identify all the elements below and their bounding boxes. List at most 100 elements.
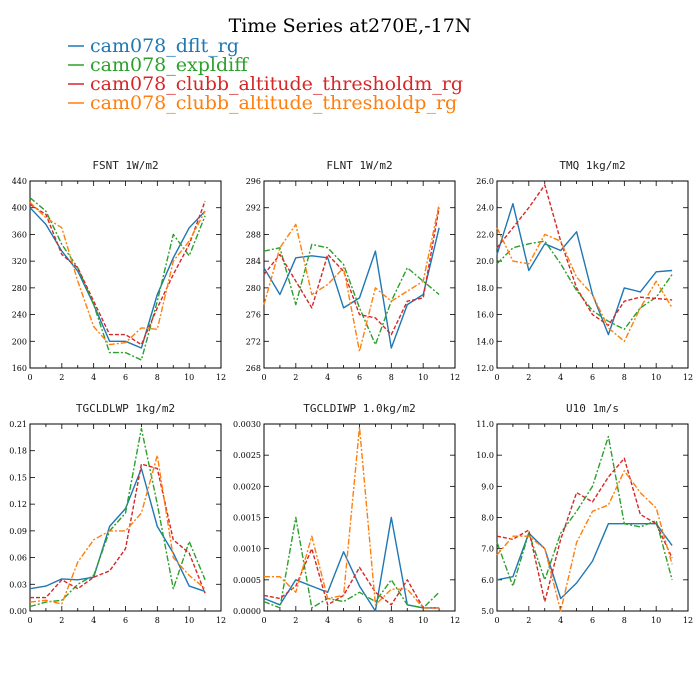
x-tick-label: 4: [558, 373, 563, 382]
y-tick-label: 11.0: [476, 420, 494, 429]
y-tick-label: 6.0: [481, 576, 494, 585]
series-line-cam078_clubb_altitude_thresholdm_rg: [29, 200, 206, 346]
series-line-cam078_clubb_altitude_thresholdm_rg: [263, 207, 440, 336]
y-tick-label: 268: [246, 364, 261, 373]
x-tick-label: 4: [325, 373, 330, 382]
series-line-cam078_clubb_altitude_thresholdp_rg: [264, 426, 440, 609]
y-tick-label: 0.06: [9, 554, 27, 563]
legend-label: cam078_expldiff: [90, 54, 249, 76]
y-tick-label: 360: [12, 230, 27, 239]
legend-entry: cam078_clubb_altitude_thresholdm_rg: [68, 73, 463, 95]
y-tick-label: 296: [246, 177, 261, 186]
x-tick-label: 12: [683, 373, 693, 382]
y-tick-label: 0.21: [9, 420, 27, 429]
y-tick-label: 284: [246, 257, 261, 266]
x-tick-label: 8: [622, 616, 627, 625]
x-tick-label: 12: [450, 616, 460, 625]
y-tick-label: 200: [12, 337, 27, 346]
chart-panel-2: FLNT 1W/m2 0 2 4 6 8 10 12 268 272 276 280 284 288 292…: [246, 159, 460, 382]
legend-label: cam078_clubb_altitude_thresholdm_rg: [90, 73, 463, 95]
plot-frame: [263, 180, 456, 369]
y-tick-label: 0.0010: [233, 545, 261, 554]
y-tick-label: 8.0: [481, 514, 494, 523]
x-tick-label: 0: [494, 373, 499, 382]
y-tick-label: 26.0: [476, 177, 494, 186]
y-tick-label: 0.12: [9, 500, 27, 509]
panel-title: U10 1m/s: [566, 402, 619, 415]
plot-frame: [263, 423, 456, 612]
x-tick-label: 6: [123, 373, 128, 382]
chart-panel-5: TGCLDIWP 1.0kg/m2 0 2 4 6 8 10 12 0.0000 0.0005 0.…: [233, 402, 460, 625]
series-line-cam078_expldiff: [29, 197, 206, 361]
y-tick-label: 16.0: [476, 311, 494, 320]
y-tick-label: 0.15: [9, 473, 27, 482]
chart-panel-1: FSNT 1W/m2 0 2 4 6 8 10 12 160 200 240 280 320 360 400…: [12, 159, 226, 382]
legend-entry: cam078_clubb_altitude_thresholdp_rg: [68, 92, 457, 114]
y-tick-label: 22.0: [476, 230, 494, 239]
y-tick-label: 24.0: [476, 204, 494, 213]
chart-panel-4: TGCLDLWP 1kg/m2 0 2 4 6 8 10 12 0.00 0.03 0.06 0.09…: [9, 402, 226, 625]
y-tick-label: 320: [12, 257, 27, 266]
x-tick-label: 12: [216, 373, 226, 382]
y-tick-label: 0.00: [9, 607, 27, 616]
x-tick-label: 2: [59, 373, 64, 382]
series-line-cam078_clubb_altitude_thresholdp_rg: [496, 227, 673, 342]
y-tick-label: 0.0020: [233, 482, 261, 491]
series-line-cam078_dflt_rg: [496, 523, 673, 600]
y-tick-label: 0.0000: [233, 607, 261, 616]
legend-label: cam078_clubb_altitude_thresholdp_rg: [90, 92, 457, 114]
x-tick-label: 2: [526, 616, 531, 625]
series-line-cam078_clubb_altitude_thresholdp_rg: [496, 470, 673, 612]
series-line-cam078_clubb_altitude_thresholdm_rg: [30, 463, 206, 599]
x-tick-label: 0: [27, 373, 32, 382]
y-tick-label: 292: [246, 204, 261, 213]
x-tick-label: 10: [651, 373, 661, 382]
y-tick-label: 0.09: [9, 527, 27, 536]
x-tick-label: 12: [450, 373, 460, 382]
series-line-cam078_clubb_altitude_thresholdp_rg: [263, 204, 440, 352]
x-tick-label: 6: [590, 373, 595, 382]
legend: cam078_dflt_rgcam078_expldiffcam078_club…: [68, 35, 463, 114]
x-tick-label: 10: [418, 373, 428, 382]
panel-title: TMQ 1kg/m2: [559, 159, 625, 172]
x-tick-label: 10: [184, 616, 194, 625]
y-tick-label: 0.18: [9, 447, 27, 456]
panel-title: TGCLDLWP 1kg/m2: [76, 402, 175, 415]
x-tick-label: 12: [683, 616, 693, 625]
x-tick-label: 10: [184, 373, 194, 382]
y-tick-label: 14.0: [476, 337, 494, 346]
series-line-cam078_expldiff: [263, 243, 440, 346]
series-line-cam078_expldiff: [496, 240, 673, 330]
x-tick-label: 0: [27, 616, 32, 625]
series-line-cam078_clubb_altitude_thresholdp_rg: [29, 201, 206, 346]
plot-frame: [496, 180, 689, 369]
y-tick-label: 7.0: [481, 545, 494, 554]
y-tick-label: 400: [12, 204, 27, 213]
series-line-cam078_clubb_altitude_thresholdm_rg: [496, 184, 673, 326]
panel-title: FLNT 1W/m2: [326, 159, 392, 172]
plot-frame: [29, 180, 222, 369]
x-tick-label: 12: [216, 616, 226, 625]
series-line-cam078_dflt_rg: [29, 207, 206, 349]
y-tick-label: 0.03: [9, 580, 27, 589]
y-tick-label: 0.0005: [233, 576, 261, 585]
y-tick-label: 288: [246, 230, 261, 239]
series-line-cam078_dflt_rg: [496, 202, 673, 336]
x-tick-label: 6: [590, 616, 595, 625]
series-line-cam078_expldiff: [29, 427, 206, 608]
y-tick-label: 272: [246, 337, 261, 346]
y-tick-label: 280: [246, 284, 261, 293]
x-tick-label: 4: [91, 616, 96, 625]
x-tick-label: 6: [357, 616, 362, 625]
x-tick-label: 4: [558, 616, 563, 625]
y-tick-label: 9.0: [481, 482, 494, 491]
series-line-cam078_clubb_altitude_thresholdm_rg: [496, 457, 673, 603]
series-line-cam078_clubb_altitude_thresholdp_rg: [29, 454, 206, 605]
x-tick-label: 2: [293, 616, 298, 625]
x-tick-label: 8: [389, 373, 394, 382]
x-tick-label: 10: [651, 616, 661, 625]
x-tick-label: 10: [418, 616, 428, 625]
figure-title: Time Series at270E,-17N: [229, 15, 472, 37]
legend-entry: cam078_expldiff: [68, 54, 249, 76]
